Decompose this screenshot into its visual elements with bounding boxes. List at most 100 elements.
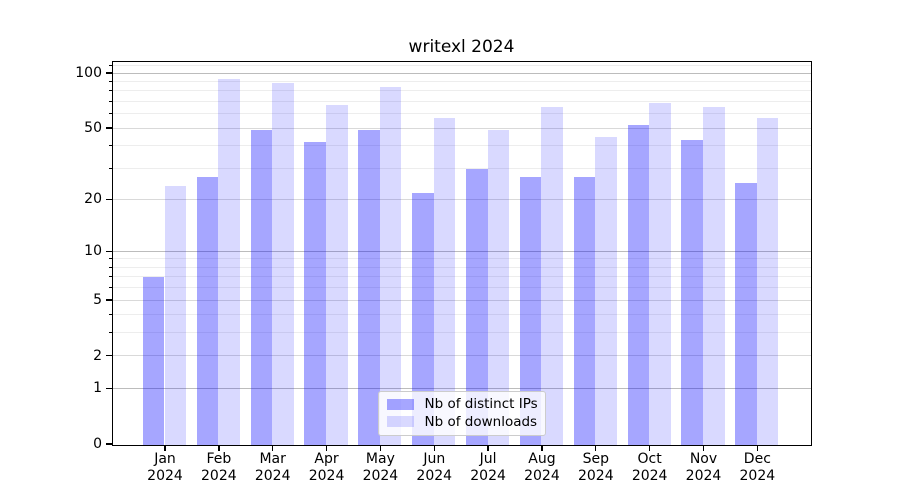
bar-distinct-ips-jan bbox=[142, 277, 165, 445]
xtick-label-oct: Oct 2024 bbox=[631, 451, 668, 484]
ytick-minor-6 bbox=[109, 287, 113, 289]
xtick-feb bbox=[218, 445, 220, 451]
xtick-label-jul: Jul 2024 bbox=[470, 451, 506, 484]
ytick-label-20: 20 bbox=[84, 191, 102, 208]
ytick-minor-80 bbox=[109, 90, 113, 92]
ytick-100 bbox=[105, 72, 112, 74]
bar-downloads-may bbox=[379, 86, 402, 445]
bar-downloads-nov bbox=[703, 106, 725, 445]
xtick-label-aug: Aug 2024 bbox=[524, 451, 560, 484]
gridlines-layer bbox=[112, 62, 811, 445]
ytick-label-1: 1 bbox=[93, 380, 102, 397]
xtick-label-may: May 2024 bbox=[362, 451, 399, 484]
bar-distinct-ips-nov bbox=[681, 140, 703, 445]
legend: Nb of distinct IPs Nb of downloads bbox=[377, 390, 546, 436]
ytick-label-50: 50 bbox=[84, 120, 102, 137]
bar-distinct-ips-feb bbox=[196, 176, 219, 445]
legend-item-downloads: Nb of downloads bbox=[386, 413, 538, 430]
ytick-minor-60 bbox=[109, 113, 113, 115]
ytick-label-5: 5 bbox=[93, 292, 102, 308]
minor-gridline-8 bbox=[112, 266, 811, 268]
ytick-20 bbox=[105, 198, 112, 201]
xtick-dec bbox=[756, 445, 759, 451]
minor-gridline-7 bbox=[112, 276, 811, 278]
gridline-50 bbox=[112, 127, 811, 129]
ytick-50 bbox=[105, 127, 112, 129]
bar-downloads-feb bbox=[218, 78, 240, 445]
ytick-minor-30 bbox=[109, 167, 113, 169]
xtick-label-jan: Jan 2024 bbox=[147, 451, 183, 484]
minor-gridline-3 bbox=[112, 332, 811, 334]
gridline-5 bbox=[112, 299, 811, 301]
bar-downloads-dec bbox=[756, 118, 779, 445]
xtick-aug bbox=[541, 445, 543, 451]
plot-area: Nb of distinct IPs Nb of downloads bbox=[111, 60, 812, 446]
bar-distinct-ips-jul bbox=[466, 168, 488, 445]
legend-swatch-downloads bbox=[386, 416, 414, 428]
gridline-100 bbox=[112, 72, 811, 74]
minor-gridline-90 bbox=[112, 81, 811, 82]
xtick-label-sep: Sep 2024 bbox=[577, 451, 614, 484]
xtick-label-nov: Nov 2024 bbox=[685, 451, 722, 484]
ytick-2 bbox=[105, 355, 112, 357]
minor-gridline-80 bbox=[112, 90, 811, 92]
bar-distinct-ips-oct bbox=[627, 125, 650, 445]
legend-item-distinct-ips: Nb of distinct IPs bbox=[386, 396, 538, 413]
xtick-label-apr: Apr 2024 bbox=[308, 451, 345, 484]
bar-distinct-ips-dec bbox=[735, 182, 757, 445]
xtick-nov bbox=[702, 445, 705, 451]
legend-swatch-distinct-ips bbox=[386, 398, 414, 410]
bar-distinct-ips-aug bbox=[519, 176, 542, 445]
ytick-minor-110 bbox=[109, 65, 113, 67]
legend-label-downloads: Nb of downloads bbox=[424, 413, 538, 430]
bar-downloads-sep bbox=[595, 136, 617, 445]
ytick-minor-3 bbox=[109, 332, 113, 334]
bar-distinct-ips-apr bbox=[304, 142, 327, 445]
chart-title: writexl 2024 bbox=[408, 37, 515, 57]
xtick-jan bbox=[164, 445, 166, 451]
xtick-label-mar: Mar 2024 bbox=[254, 451, 291, 484]
ytick-minor-90 bbox=[109, 81, 113, 82]
ytick-5 bbox=[105, 299, 112, 301]
bar-downloads-jan bbox=[164, 185, 187, 445]
minor-gridline-70 bbox=[112, 100, 811, 102]
xtick-label-dec: Dec 2024 bbox=[739, 451, 776, 484]
minor-gridline-9 bbox=[112, 258, 811, 260]
ytick-minor-70 bbox=[109, 100, 113, 102]
ytick-label-10: 10 bbox=[84, 243, 102, 260]
gridline-2 bbox=[112, 355, 811, 357]
minor-gridline-30 bbox=[112, 167, 811, 169]
gridline-1 bbox=[112, 387, 811, 389]
bar-distinct-ips-may bbox=[358, 130, 380, 445]
ytick-0 bbox=[105, 443, 112, 445]
bar-downloads-oct bbox=[649, 103, 671, 445]
gridline-10 bbox=[112, 250, 811, 252]
xtick-jun bbox=[433, 445, 435, 451]
bar-downloads-jul bbox=[487, 130, 510, 445]
ytick-minor-8 bbox=[109, 266, 113, 268]
ytick-1 bbox=[105, 387, 112, 389]
ytick-label-2: 2 bbox=[93, 347, 102, 364]
ytick-minor-9 bbox=[109, 258, 113, 260]
minor-gridline-4 bbox=[112, 314, 811, 316]
ytick-label-0: 0 bbox=[93, 436, 102, 452]
bar-downloads-aug bbox=[541, 106, 564, 445]
bar-distinct-ips-jun bbox=[412, 192, 434, 445]
bars-layer bbox=[113, 62, 811, 445]
ytick-minor-40 bbox=[109, 145, 113, 147]
minor-gridline-40 bbox=[112, 145, 811, 147]
xtick-may bbox=[379, 445, 382, 451]
xtick-apr bbox=[325, 445, 328, 451]
xtick-label-jun: Jun 2024 bbox=[416, 451, 453, 484]
legend-label-distinct-ips: Nb of distinct IPs bbox=[424, 396, 538, 413]
xtick-mar bbox=[272, 445, 274, 451]
xtick-sep bbox=[595, 445, 597, 451]
bar-distinct-ips-sep bbox=[573, 176, 596, 445]
xtick-oct bbox=[648, 445, 651, 451]
bar-downloads-apr bbox=[326, 105, 348, 445]
minor-gridline-6 bbox=[112, 287, 811, 289]
ytick-minor-4 bbox=[109, 314, 113, 316]
minor-gridline-60 bbox=[112, 113, 811, 115]
gridline-20 bbox=[112, 198, 811, 200]
